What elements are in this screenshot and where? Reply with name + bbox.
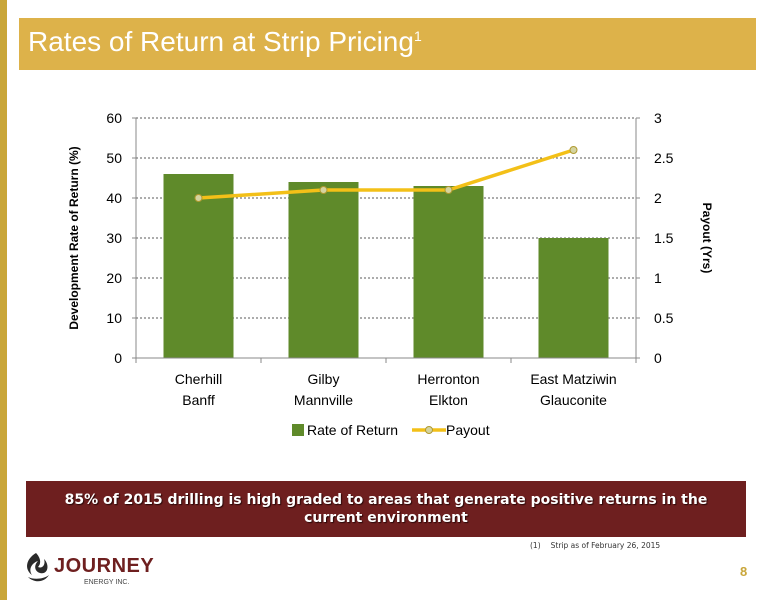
chart-legend: Rate of Return Payout: [292, 422, 490, 438]
y-tick-label-right: 2.5: [654, 150, 674, 166]
legend-label-rate-of-return: Rate of Return: [307, 422, 398, 438]
x-category-label: Cherhill: [175, 371, 222, 387]
page-title: Rates of Return at Strip Pricing1: [28, 26, 422, 58]
bar-rate-of-return: [288, 182, 359, 358]
x-category-label: Glauconite: [540, 392, 607, 408]
logo-mark-icon: [27, 553, 49, 582]
title-bar: [19, 18, 756, 70]
y-tick-label-left: 40: [106, 190, 122, 206]
rate-of-return-chart: 0 10 20 30 40 50 60 0 0.5 1 1.5 2 2.5 3 Cherhill Banf…: [67, 110, 714, 438]
y-tick-label-left: 20: [106, 270, 122, 286]
callout-text: 85% of 2015 drilling is high graded to a…: [64, 492, 708, 526]
bar-rate-of-return: [538, 238, 609, 358]
y-tick-label-left: 50: [106, 150, 122, 166]
y-tick-label-right: 1.5: [654, 230, 674, 246]
payout-point: [194, 194, 203, 202]
y-tick-label-left: 0: [114, 350, 122, 366]
chart-left-ticks: 0 10 20 30 40 50 60: [106, 110, 122, 366]
callout-banner: 85% of 2015 drilling is high graded to a…: [26, 481, 746, 537]
y-tick-label-right: 3: [654, 110, 662, 126]
x-category-label: Gilby: [308, 371, 340, 387]
chart-payout-line: [194, 146, 578, 202]
x-category-label: Herronton: [417, 371, 479, 387]
logo-subtitle: ENERGY INC.: [84, 579, 130, 586]
bar-rate-of-return: [413, 186, 484, 358]
payout-point: [569, 146, 578, 154]
title-footnote-marker: 1: [413, 28, 422, 44]
y-tick-label-right: 2: [654, 190, 662, 206]
y-tick-label-left: 10: [106, 310, 122, 326]
bar-rate-of-return: [163, 174, 234, 358]
legend-label-payout: Payout: [446, 422, 490, 438]
page-title-text: Rates of Return at Strip Pricing: [28, 26, 414, 57]
x-category-label: Mannville: [294, 392, 353, 408]
left-accent-rule: [0, 0, 7, 600]
chart-category-labels: Cherhill Banff Gilby Mannville Herronton Elkt…: [175, 371, 617, 408]
legend-swatch-payout-point: [425, 426, 433, 434]
y-tick-label-right: 0.5: [654, 310, 674, 326]
chart-bars: [163, 174, 609, 358]
x-category-label: Banff: [182, 392, 215, 408]
footnote-number: (1): [530, 541, 541, 550]
logo-wordmark: JOURNEY: [54, 555, 155, 577]
x-category-label: East Matziwin: [530, 371, 616, 387]
x-category-label: Elkton: [429, 392, 468, 408]
y-tick-label-right: 1: [654, 270, 662, 286]
chart-right-ticks: 0 0.5 1 1.5 2 2.5 3: [654, 110, 674, 366]
page-number: 8: [740, 564, 748, 579]
payout-point: [319, 186, 328, 194]
y-tick-label-left: 30: [106, 230, 122, 246]
payout-line: [198, 148, 575, 200]
y-tick-label-right: 0: [654, 350, 662, 366]
chart-axes: [132, 117, 640, 363]
footnote: (1) Strip as of February 26, 2015: [530, 541, 660, 550]
footnote-text: Strip as of February 26, 2015: [550, 541, 661, 550]
y-tick-label-left: 60: [106, 110, 122, 126]
y-axis-label-right: Payout (Yrs): [700, 203, 714, 274]
payout-point: [444, 186, 453, 194]
y-axis-label-left: Development Rate of Return (%): [67, 146, 81, 329]
legend-swatch-rate-of-return: [292, 424, 304, 436]
journey-logo: JOURNEY ENERGY INC.: [22, 549, 172, 593]
